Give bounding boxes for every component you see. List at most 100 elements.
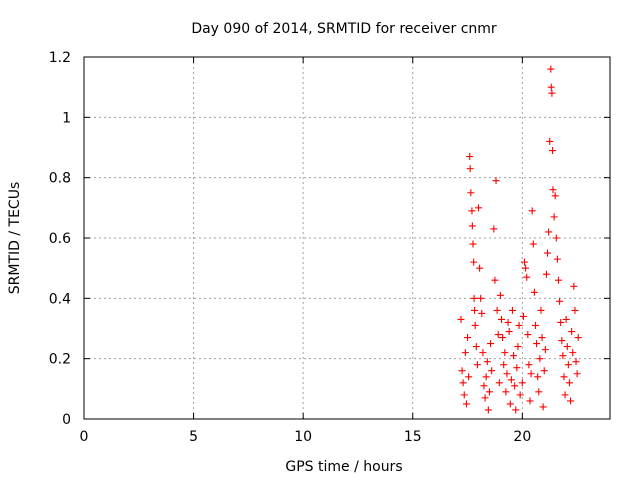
data-point — [503, 370, 511, 378]
data-point — [511, 382, 519, 390]
data-point — [506, 400, 514, 408]
data-points — [457, 65, 582, 414]
data-point — [524, 331, 532, 339]
data-point — [466, 165, 474, 173]
data-point — [487, 340, 495, 348]
data-point — [496, 291, 504, 299]
data-point — [502, 388, 510, 396]
data-point — [564, 361, 572, 369]
data-point — [534, 373, 542, 381]
data-point — [498, 315, 506, 323]
data-point — [504, 318, 512, 326]
data-point — [510, 352, 518, 360]
data-point — [464, 334, 472, 342]
data-point — [522, 264, 530, 272]
data-point — [480, 382, 488, 390]
data-point — [560, 373, 568, 381]
data-point — [512, 406, 520, 414]
data-point — [472, 343, 480, 351]
data-point — [473, 361, 481, 369]
data-point — [501, 349, 509, 357]
data-point — [466, 153, 474, 161]
data-point — [573, 370, 581, 378]
data-point — [519, 312, 527, 320]
data-point — [484, 406, 492, 414]
y-tick-label: 0.2 — [49, 352, 71, 368]
data-point — [527, 370, 535, 378]
data-point — [548, 89, 556, 97]
chart-title: Day 090 of 2014, SRMTID for receiver cnm… — [191, 21, 497, 37]
y-tick-label: 0.6 — [49, 231, 71, 247]
data-point — [570, 282, 578, 290]
data-point — [531, 321, 539, 329]
y-tick-label: 1 — [62, 110, 71, 126]
x-tick-label: 15 — [404, 429, 422, 445]
data-point — [468, 222, 476, 230]
data-point — [508, 306, 516, 314]
data-point — [483, 358, 491, 366]
data-point — [559, 352, 567, 360]
data-point — [545, 228, 553, 236]
data-point — [475, 204, 482, 212]
data-point — [537, 306, 545, 314]
data-point — [492, 177, 500, 185]
data-point — [479, 349, 487, 357]
data-point — [482, 373, 490, 381]
x-tick-label: 5 — [189, 429, 198, 445]
data-point — [549, 147, 557, 155]
data-point — [461, 349, 469, 357]
data-point — [495, 379, 503, 387]
data-point — [569, 349, 577, 357]
x-tick-label: 10 — [294, 429, 312, 445]
data-point — [500, 361, 508, 369]
data-point — [540, 367, 548, 375]
data-point — [554, 276, 562, 284]
y-tick-label: 0.8 — [49, 171, 71, 187]
data-point — [490, 225, 498, 233]
data-point — [547, 83, 555, 91]
data-point — [518, 379, 526, 387]
data-point — [516, 391, 524, 399]
tick-labels: 0 0.2 0.4 0.6 0.8 1 1.2 0 5 10 15 20 — [49, 50, 532, 445]
data-point — [465, 373, 473, 381]
data-point — [528, 207, 536, 215]
data-point — [541, 346, 549, 354]
data-point — [539, 403, 547, 411]
data-point — [568, 328, 576, 336]
data-point — [562, 315, 570, 323]
y-tick-label: 1.2 — [49, 50, 71, 66]
data-point — [571, 306, 579, 314]
y-axis-label: SRMTID / TECUs — [7, 182, 23, 295]
data-point — [493, 306, 501, 314]
data-point — [470, 258, 478, 266]
data-point — [567, 397, 575, 405]
data-point — [574, 334, 582, 342]
grid-lines — [84, 57, 610, 419]
data-point — [457, 315, 465, 323]
data-point — [507, 376, 515, 384]
data-point — [538, 334, 546, 342]
data-point — [550, 213, 558, 221]
data-point — [485, 388, 493, 396]
data-point — [488, 367, 496, 375]
data-point — [467, 189, 475, 197]
data-point — [544, 249, 552, 257]
data-point — [530, 288, 538, 296]
y-tick-label: 0 — [62, 412, 71, 428]
data-point — [549, 186, 557, 194]
data-point — [557, 318, 565, 326]
data-point — [563, 343, 571, 351]
data-point — [476, 264, 484, 272]
data-point — [526, 397, 534, 405]
data-point — [551, 192, 559, 200]
data-point — [523, 273, 531, 281]
data-point — [536, 355, 544, 363]
data-point — [515, 321, 523, 329]
data-point — [525, 361, 533, 369]
data-point — [469, 240, 477, 248]
data-point — [542, 270, 550, 278]
data-point — [470, 294, 478, 302]
data-point — [471, 306, 479, 314]
data-point — [521, 258, 529, 266]
